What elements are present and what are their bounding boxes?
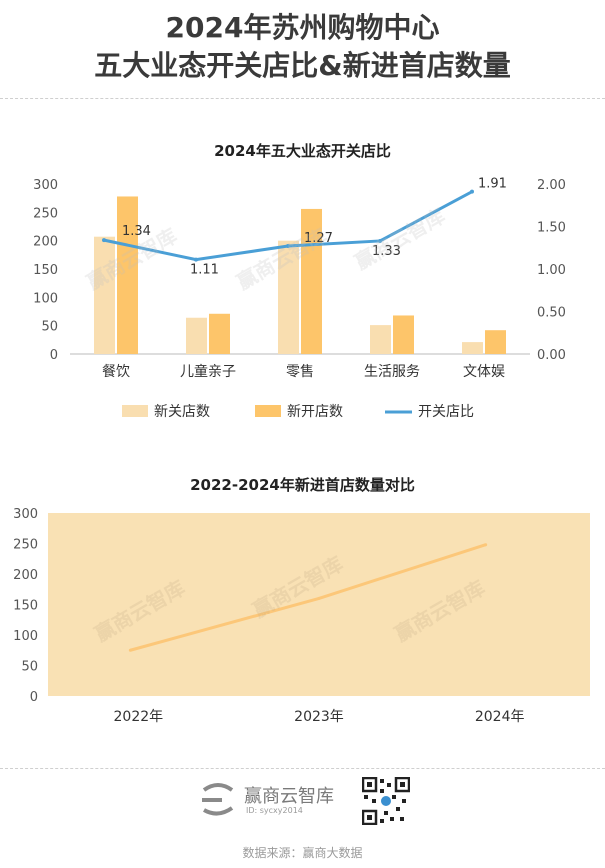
chart2-title: 2022-2024年新进首店数量对比 (190, 476, 415, 494)
x-tick-label: 餐饮 (102, 364, 130, 380)
ratio-point (286, 244, 290, 249)
ratio-point (378, 238, 382, 243)
brand-logo-icon (202, 783, 234, 816)
y-left-tick-label: 50 (41, 320, 58, 335)
bar-new-close (370, 325, 391, 354)
y-left-tick-label: 150 (33, 263, 58, 278)
title-divider (0, 98, 605, 99)
y-right-tick-label: 1.50 (537, 221, 566, 236)
plot-area-background (48, 513, 590, 696)
y-tick-label: 200 (13, 568, 38, 583)
legend-label-ratio: 开关店比 (418, 404, 474, 420)
chart1-svg: 300 250 200 150 100 50 0 2.00 1.50 1.00 0.50 0.00 餐饮… (33, 177, 566, 420)
y-left-tick-label: 200 (33, 235, 58, 250)
legend-swatch-new-close (122, 405, 148, 417)
page-title-line2: 五大业态开关店比&新进首店数量 (94, 49, 511, 82)
bar-new-open (117, 196, 138, 354)
first-store-count-point (484, 543, 488, 547)
bar-new-open (485, 330, 506, 354)
bar-new-close (278, 240, 299, 354)
brand-id: ID: sycxy2014 (246, 806, 303, 815)
ratio-point (194, 257, 198, 262)
watermark-text: 赢商云智库 (351, 204, 450, 275)
x-tick-label: 零售 (286, 364, 314, 380)
bar-new-open (209, 313, 230, 354)
bar-new-close (94, 236, 115, 354)
y-tick-label: 300 (13, 507, 38, 522)
bar-new-close (186, 317, 207, 354)
legend-swatch-new-open (255, 405, 281, 417)
y-right-tick-label: 0.00 (537, 348, 566, 363)
x-tick-label: 2023年 (294, 709, 344, 725)
x-tick-label: 2022年 (114, 709, 164, 725)
bar-new-close (462, 342, 483, 354)
ratio-point (470, 189, 474, 194)
x-tick-label: 儿童亲子 (180, 363, 236, 380)
brand-name: 赢商云智库 (244, 786, 334, 807)
legend-label-new-open: 新开店数 (287, 404, 343, 420)
legend-label-new-close: 新关店数 (154, 404, 210, 420)
ratio-data-label: 1.91 (478, 177, 507, 192)
y-tick-label: 100 (13, 629, 38, 644)
qr-code-icon (362, 777, 410, 825)
y-right-tick-label: 1.00 (537, 263, 566, 278)
y-tick-label: 150 (13, 599, 38, 614)
page-title-line1: 2024年苏州购物中心 (165, 11, 440, 44)
ratio-data-label: 1.11 (190, 263, 219, 278)
y-tick-label: 0 (30, 690, 38, 705)
y-left-tick-label: 100 (33, 291, 58, 306)
x-tick-label: 文体娱 (463, 364, 505, 380)
data-source: 数据来源：赢商大数据 (242, 846, 363, 860)
ratio-data-label: 1.34 (122, 224, 151, 239)
chart1-title: 2024年五大业态开关店比 (214, 142, 391, 160)
x-tick-label: 生活服务 (364, 364, 420, 380)
ratio-point (102, 238, 106, 243)
y-right-tick-label: 0.50 (537, 306, 566, 321)
x-tick-label: 2024年 (475, 709, 525, 725)
y-right-tick-label: 2.00 (537, 178, 566, 193)
y-left-tick-label: 0 (50, 348, 58, 363)
y-tick-label: 250 (13, 538, 38, 553)
y-left-tick-label: 300 (33, 178, 58, 193)
first-store-count-point (128, 648, 132, 652)
ratio-data-label: 1.27 (304, 231, 333, 246)
bar-new-open (393, 315, 414, 354)
y-tick-label: 50 (21, 660, 38, 675)
first-store-count-point (317, 596, 321, 600)
footer-divider (0, 768, 605, 769)
y-left-tick-label: 250 (33, 206, 58, 221)
ratio-data-label: 1.33 (372, 244, 401, 259)
